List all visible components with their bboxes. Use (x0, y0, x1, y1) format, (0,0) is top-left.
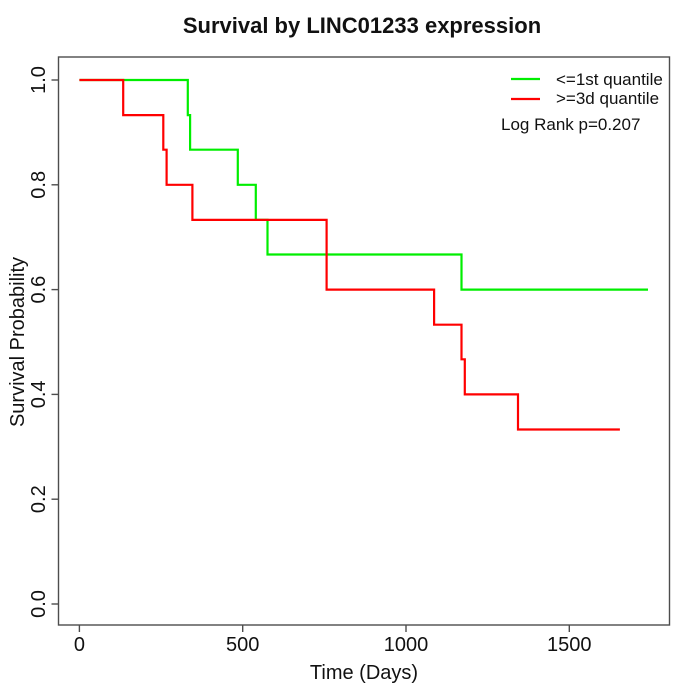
log-rank-annotation: Log Rank p=0.207 (501, 115, 640, 134)
x-tick-label: 500 (226, 634, 259, 656)
x-tick-label: 0 (74, 634, 85, 656)
chart-title: Survival by LINC01233 expression (183, 13, 541, 38)
legend-label-first-quantile: <=1st quantile (556, 70, 663, 89)
y-tick-label: 0.0 (28, 590, 50, 618)
y-tick-label: 0.4 (28, 380, 50, 408)
x-tick-label: 1000 (384, 634, 429, 656)
survival-curve-third-quantile (79, 78, 620, 431)
y-tick-label: 0.2 (28, 485, 50, 513)
y-axis-label: Survival Probability (7, 257, 29, 427)
x-tick-label: 1500 (547, 634, 592, 656)
legend: <=1st quantile >=3d quantile Log Rank p=… (501, 70, 663, 134)
x-axis-label: Time (Days) (310, 662, 418, 684)
plot-box (57, 56, 671, 626)
y-tick-label: 0.8 (28, 171, 50, 199)
legend-label-third-quantile: >=3d quantile (556, 89, 659, 108)
axis-ticks: 0 500 1000 1500 0.0 0.2 0.4 0.6 0.8 1.0 (28, 66, 592, 656)
y-tick-label: 0.6 (28, 276, 50, 304)
survival-curves (79, 78, 648, 431)
survival-curve-first-quantile (79, 78, 648, 291)
y-tick-label: 1.0 (28, 66, 50, 94)
